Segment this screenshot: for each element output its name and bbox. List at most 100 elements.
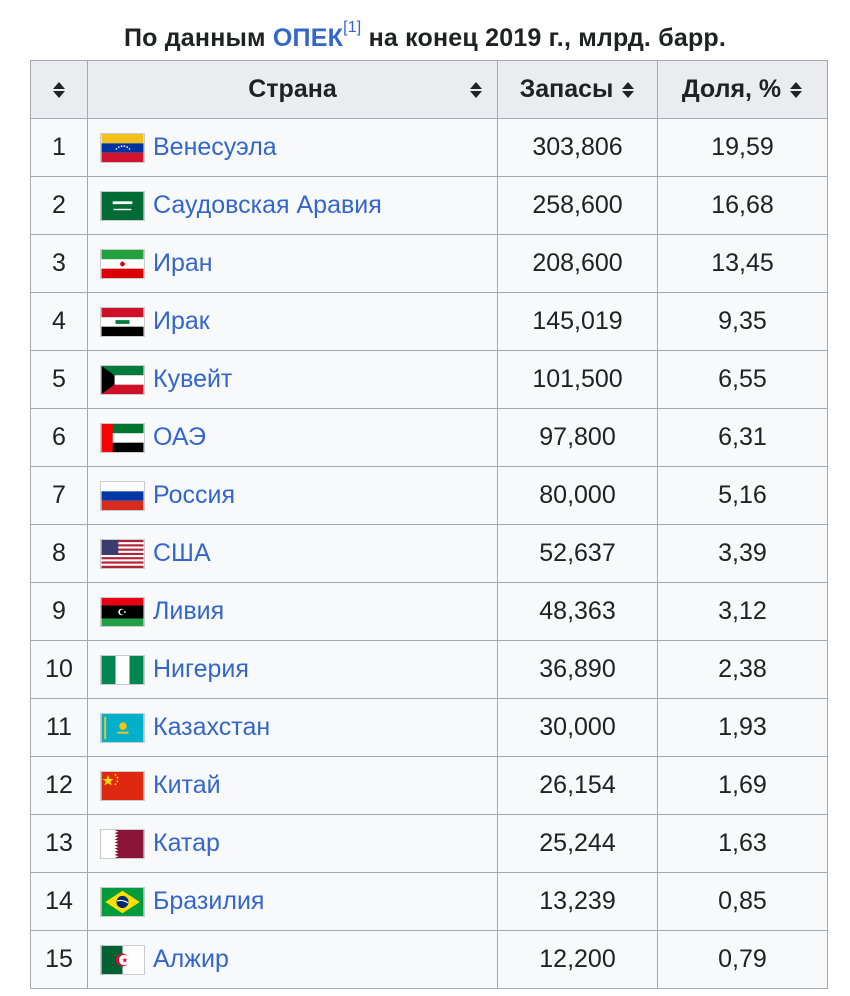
- share-header-label: Доля, %: [681, 75, 782, 103]
- china-flag-icon[interactable]: [100, 770, 145, 801]
- venezuela-flag-icon[interactable]: [100, 132, 145, 163]
- rank-cell: 1: [30, 118, 88, 177]
- table-row: 10 Нигерия 36,890 2,38: [30, 640, 828, 699]
- country-link[interactable]: Иран: [153, 249, 213, 278]
- country-link[interactable]: Алжир: [153, 945, 229, 974]
- sort-icon[interactable]: [789, 81, 803, 99]
- rank-cell: 13: [30, 814, 88, 873]
- libya-flag-icon[interactable]: [100, 596, 145, 627]
- table-row: 6 ОАЭ 97,800 6,31: [30, 408, 828, 467]
- country-link[interactable]: Кувейт: [153, 365, 233, 394]
- country-link[interactable]: Казахстан: [153, 713, 271, 742]
- table-row: 3 Иран 208,600 13,45: [30, 234, 828, 293]
- table-row: 2 Саудовская Аравия 258,600 16,68: [30, 176, 828, 235]
- reserves-cell: 26,154: [497, 756, 658, 815]
- country-cell: Нигерия: [87, 640, 498, 699]
- country-cell: Бразилия: [87, 872, 498, 931]
- reserves-cell: 208,600: [497, 234, 658, 293]
- rank-cell: 10: [30, 640, 88, 699]
- reserves-cell: 101,500: [497, 350, 658, 409]
- caption-suffix: на конец 2019 г., млрд. барр.: [361, 24, 727, 52]
- country-header-label: Страна: [248, 75, 337, 103]
- share-cell: 9,35: [657, 292, 828, 351]
- sort-icon[interactable]: [469, 81, 483, 99]
- russia-flag-icon[interactable]: [100, 480, 145, 511]
- rank-cell: 3: [30, 234, 88, 293]
- sort-icon[interactable]: [52, 81, 66, 99]
- country-link[interactable]: Венесуэла: [153, 133, 277, 162]
- kuwait-flag-icon[interactable]: [100, 364, 145, 395]
- rank-cell: 2: [30, 176, 88, 235]
- rank-cell: 9: [30, 582, 88, 641]
- table-row: 13 Катар 25,244 1,63: [30, 814, 828, 873]
- reserves-cell: 13,239: [497, 872, 658, 931]
- table-header-row: Страна Запасы Доля, %: [30, 60, 828, 119]
- reference-link[interactable]: [1]: [343, 19, 362, 36]
- table-row: 1 Венесуэла 303,806 19,59: [30, 118, 828, 177]
- qatar-flag-icon[interactable]: [100, 828, 145, 859]
- table-row: 11 Казахстан 30,000 1,93: [30, 698, 828, 757]
- share-cell: 0,85: [657, 872, 828, 931]
- country-link[interactable]: Нигерия: [153, 655, 249, 684]
- brazil-flag-icon[interactable]: [100, 886, 145, 917]
- uae-flag-icon[interactable]: [100, 422, 145, 453]
- table-row: 7 Россия 80,000 5,16: [30, 466, 828, 525]
- table-caption: По данным ОПЕК[1] на конец 2019 г., млрд…: [0, 20, 850, 56]
- country-link[interactable]: Китай: [153, 771, 221, 800]
- iran-flag-icon[interactable]: [100, 248, 145, 279]
- caption-prefix: По данным: [123, 24, 273, 52]
- table-row: 12 Китай 26,154 1,69: [30, 756, 828, 815]
- reserves-cell: 80,000: [497, 466, 658, 525]
- iraq-flag-icon[interactable]: [100, 306, 145, 337]
- reserves-column-header[interactable]: Запасы: [497, 60, 658, 119]
- rank-cell: 14: [30, 872, 88, 931]
- reserves-cell: 48,363: [497, 582, 658, 641]
- country-link[interactable]: Россия: [153, 481, 235, 510]
- country-column-header[interactable]: Страна: [87, 60, 498, 119]
- country-cell: Саудовская Аравия: [87, 176, 498, 235]
- country-cell: Иран: [87, 234, 498, 293]
- rank-cell: 12: [30, 756, 88, 815]
- rank-cell: 8: [30, 524, 88, 583]
- country-link[interactable]: США: [153, 539, 211, 568]
- kazakhstan-flag-icon[interactable]: [100, 712, 145, 743]
- rank-cell: 7: [30, 466, 88, 525]
- share-cell: 6,55: [657, 350, 828, 409]
- country-link[interactable]: Ливия: [153, 597, 225, 626]
- country-link[interactable]: Саудовская Аравия: [153, 191, 382, 220]
- share-cell: 19,59: [657, 118, 828, 177]
- rank-column-header[interactable]: [30, 60, 88, 119]
- reserves-cell: 303,806: [497, 118, 658, 177]
- country-cell: Венесуэла: [87, 118, 498, 177]
- share-cell: 3,39: [657, 524, 828, 583]
- opec-link[interactable]: ОПЕК: [272, 24, 344, 52]
- country-cell: Россия: [87, 466, 498, 525]
- reserves-cell: 97,800: [497, 408, 658, 467]
- reserves-cell: 145,019: [497, 292, 658, 351]
- nigeria-flag-icon[interactable]: [100, 654, 145, 685]
- country-cell: Китай: [87, 756, 498, 815]
- share-cell: 5,16: [657, 466, 828, 525]
- country-link[interactable]: ОАЭ: [153, 423, 206, 452]
- table-row: 4 Ирак 145,019 9,35: [30, 292, 828, 351]
- country-link[interactable]: Бразилия: [153, 887, 265, 916]
- country-cell: Кувейт: [87, 350, 498, 409]
- share-column-header[interactable]: Доля, %: [657, 60, 828, 119]
- algeria-flag-icon[interactable]: [100, 944, 145, 975]
- rank-cell: 5: [30, 350, 88, 409]
- reserves-header-label: Запасы: [519, 75, 614, 103]
- sort-icon[interactable]: [621, 81, 635, 99]
- share-cell: 16,68: [657, 176, 828, 235]
- reserves-cell: 12,200: [497, 930, 658, 989]
- rank-cell: 6: [30, 408, 88, 467]
- country-cell: Ирак: [87, 292, 498, 351]
- country-link[interactable]: Ирак: [153, 307, 210, 336]
- country-link[interactable]: Катар: [153, 829, 220, 858]
- usa-flag-icon[interactable]: [100, 538, 145, 569]
- rank-cell: 15: [30, 930, 88, 989]
- reserves-cell: 52,637: [497, 524, 658, 583]
- saudi-arabia-flag-icon[interactable]: [100, 190, 145, 221]
- share-cell: 13,45: [657, 234, 828, 293]
- country-cell: ОАЭ: [87, 408, 498, 467]
- share-cell: 2,38: [657, 640, 828, 699]
